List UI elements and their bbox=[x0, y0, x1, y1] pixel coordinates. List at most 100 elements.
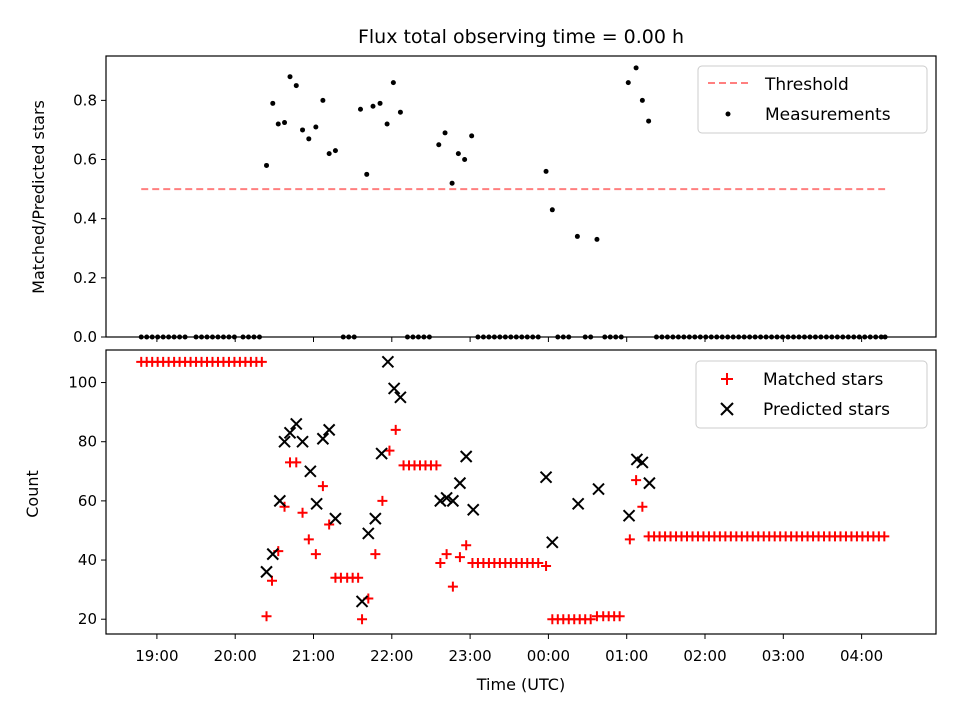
predicted-star-point bbox=[643, 476, 656, 490]
measurement-point bbox=[370, 103, 376, 109]
predicted-star-point bbox=[459, 450, 473, 463]
matched-star-point bbox=[267, 575, 277, 586]
bottom-plot-frame bbox=[105, 349, 937, 635]
matched-star-point bbox=[291, 457, 302, 468]
matched-star-point bbox=[377, 495, 388, 506]
measurement-point bbox=[264, 162, 270, 168]
matched-star-point bbox=[431, 460, 442, 471]
bottom-y-ticks: 20 40 60 80 100 bbox=[68, 374, 106, 628]
matched-star-point bbox=[454, 552, 465, 563]
predicted-star-point bbox=[355, 595, 369, 608]
bottom-x-tick-label: 23:00 bbox=[448, 647, 491, 665]
predicted-star-point bbox=[304, 465, 317, 478]
bottom-x-tick-label: 22:00 bbox=[370, 647, 413, 665]
bottom-x-tick-label: 20:00 bbox=[214, 647, 257, 665]
predicted-star-point bbox=[260, 565, 273, 579]
measurement-point bbox=[364, 171, 370, 177]
predicted-star-point bbox=[394, 391, 407, 404]
measurement-point bbox=[639, 97, 645, 103]
measurement-point bbox=[377, 100, 383, 106]
matched-star-point bbox=[357, 614, 368, 625]
measurement-point bbox=[275, 121, 281, 127]
measurement-point bbox=[436, 142, 442, 148]
matched-stars-points bbox=[136, 356, 890, 625]
top-plot-frame bbox=[105, 55, 937, 338]
predicted-legend-swatch bbox=[720, 402, 734, 416]
matched-star-point bbox=[614, 611, 625, 622]
predicted-star-point bbox=[329, 512, 342, 525]
measurement-point bbox=[449, 180, 455, 186]
measurement-point bbox=[390, 80, 396, 86]
predicted-star-point bbox=[310, 497, 323, 511]
measurement-point bbox=[320, 97, 326, 103]
matched-star-point bbox=[585, 614, 596, 625]
measurement-point bbox=[357, 106, 363, 112]
top-y-ticks: 0.0 0.2 0.4 0.6 0.8 bbox=[73, 91, 106, 346]
predicted-star-point bbox=[539, 471, 553, 484]
measurement-point bbox=[287, 74, 293, 80]
threshold-legend-label: Threshold bbox=[764, 75, 849, 95]
matched-star-point bbox=[297, 507, 308, 518]
measurement-point bbox=[282, 120, 288, 126]
bottom-y-tick-label: 20 bbox=[78, 610, 97, 628]
top-panel: Flux total observing time = 0.00 h Match… bbox=[29, 26, 937, 346]
bottom-legend: Matched stars Predicted stars bbox=[695, 360, 928, 429]
predicted-star-point bbox=[636, 456, 649, 469]
predicted-star-point bbox=[571, 497, 585, 511]
top-y-tick-label: 0.6 bbox=[73, 151, 97, 169]
measurement-point bbox=[543, 168, 549, 174]
predicted-stars-points bbox=[260, 355, 656, 608]
bottom-y-axis-label: Count bbox=[23, 470, 42, 518]
bottom-x-tick-label: 19:00 bbox=[135, 647, 178, 665]
predicted-legend-label: Predicted stars bbox=[763, 400, 890, 420]
matched-legend-swatch bbox=[721, 373, 733, 385]
bottom-x-tick-label: 03:00 bbox=[762, 647, 805, 665]
bottom-x-tick-label: 21:00 bbox=[292, 647, 335, 665]
predicted-star-point bbox=[266, 547, 279, 561]
predicted-star-point bbox=[296, 435, 309, 448]
top-y-axis-label: Matched/Predicted stars bbox=[29, 100, 48, 294]
predicted-star-point bbox=[283, 426, 297, 440]
bottom-panel: Count Time (UTC) 20 40 60 80 100 19:00 20:00 2… bbox=[23, 349, 937, 694]
measurement-point bbox=[646, 118, 652, 124]
bottom-x-axis-label: Time (UTC) bbox=[476, 675, 565, 694]
predicted-star-point bbox=[467, 503, 480, 516]
measurement-point bbox=[625, 80, 631, 86]
measurement-point bbox=[326, 151, 332, 157]
predicted-star-point bbox=[273, 494, 287, 508]
matched-star-point bbox=[310, 549, 321, 560]
predicted-star-point bbox=[375, 447, 388, 460]
predicted-star-point bbox=[362, 527, 375, 540]
matched-star-point bbox=[317, 481, 328, 492]
measurement-point bbox=[306, 136, 312, 142]
measurement-point bbox=[293, 83, 299, 89]
top-x-ticks bbox=[156, 337, 863, 342]
predicted-star-point bbox=[387, 382, 401, 395]
matched-star-point bbox=[353, 572, 364, 583]
predicted-star-point bbox=[453, 476, 467, 490]
matched-star-point bbox=[441, 549, 452, 560]
matched-star-point bbox=[390, 424, 401, 435]
predicted-star-point bbox=[381, 355, 395, 369]
bottom-x-tick-label: 01:00 bbox=[605, 647, 648, 665]
predicted-star-point bbox=[278, 435, 291, 448]
predicted-star-point bbox=[316, 432, 330, 445]
measurement-point bbox=[633, 65, 639, 71]
measurements-legend-label: Measurements bbox=[765, 105, 891, 125]
measurements-legend-swatch bbox=[725, 111, 731, 117]
matched-star-point bbox=[447, 581, 458, 592]
top-title: Flux total observing time = 0.00 h bbox=[358, 26, 684, 48]
predicted-star-point bbox=[592, 482, 605, 496]
measurement-point bbox=[397, 109, 403, 115]
matched-legend-label: Matched stars bbox=[763, 370, 883, 390]
matched-star-point bbox=[533, 558, 544, 568]
matched-star-point bbox=[541, 560, 552, 571]
matched-star-point bbox=[624, 534, 635, 545]
top-y-tick-label: 0.0 bbox=[73, 328, 97, 346]
bottom-x-ticks: 19:00 20:00 21:00 22:00 23:00 00:00 01:00 02:00… bbox=[135, 634, 883, 665]
matched-star-point bbox=[256, 356, 267, 367]
predicted-star-point bbox=[290, 417, 303, 431]
measurement-point bbox=[332, 148, 338, 154]
bottom-y-tick-label: 100 bbox=[68, 374, 97, 392]
